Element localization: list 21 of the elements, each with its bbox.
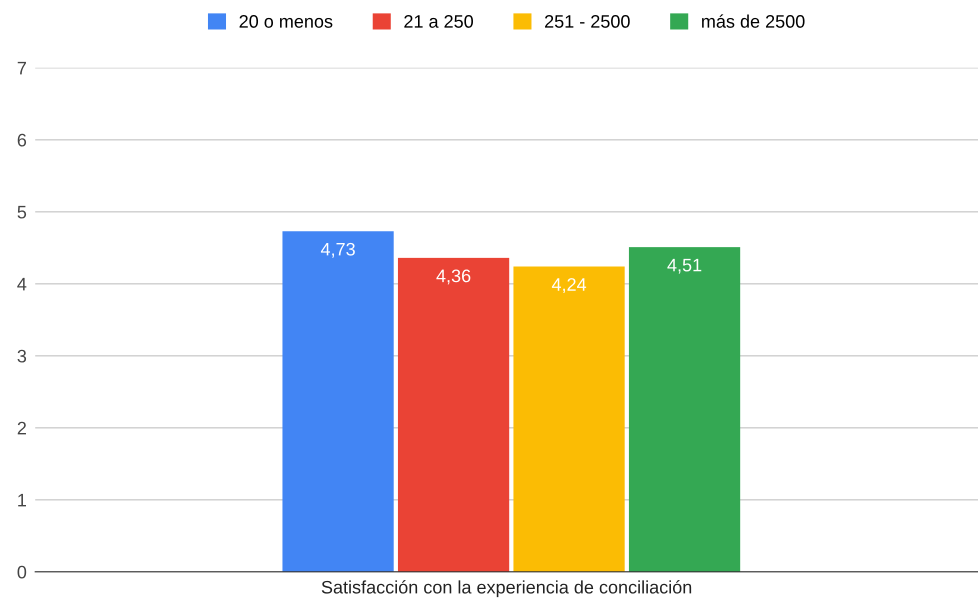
legend-label: 20 o menos [240,15,332,28]
bar [628,247,740,572]
bar [282,231,394,572]
bar [398,258,510,572]
x-tick-label: Satisfacción con la experiencia de conciliación [322,580,692,598]
bar [513,266,625,572]
legend-label: 21 a 250 [404,15,473,28]
y-tick-label: 6 [18,134,26,147]
data-label: 4,51 [667,258,702,274]
y-tick-label: 4 [17,278,26,290]
y-tick-label: 7 [18,62,26,74]
legend-label: 251 - 2500 [545,15,630,28]
legend-label: más de 2500 [702,14,805,28]
data-label: 4,73 [320,242,355,258]
y-tick-label: 1 [18,494,26,506]
data-label: 4,36 [436,269,470,284]
data-label: 4,24 [552,278,586,294]
y-tick-label: 3 [18,350,26,363]
y-tick-label: 5 [18,206,26,219]
y-tick-label: 2 [18,422,26,434]
y-tick-label: 0 [18,566,26,579]
